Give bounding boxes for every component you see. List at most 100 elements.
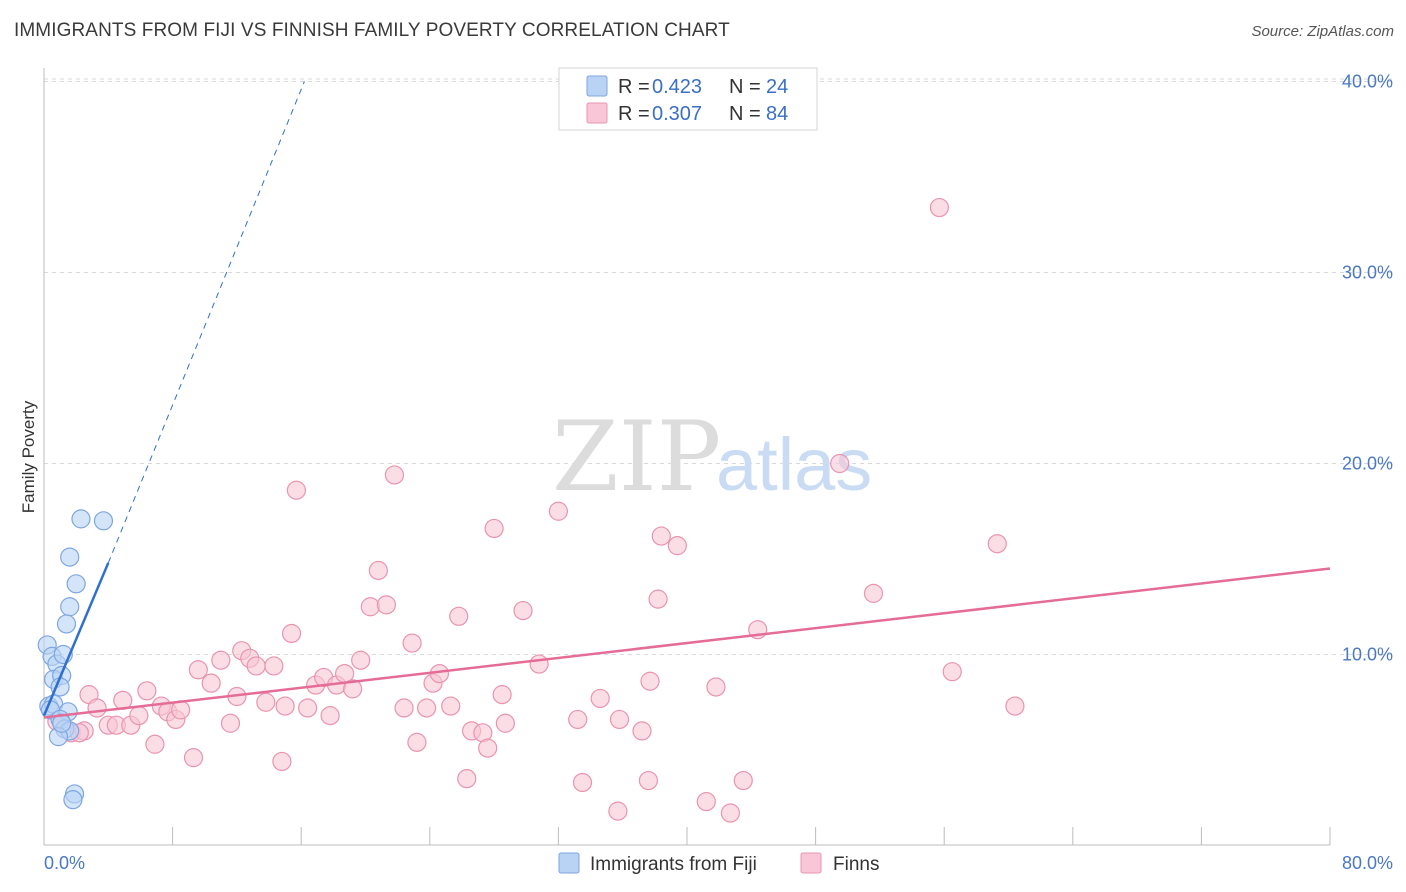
trend-line-fiji: [42, 562, 110, 717]
trend-line-finns: [43, 567, 1331, 719]
point-finns: [407, 732, 427, 752]
y-tick-labels: 10.0% 20.0% 30.0% 40.0%: [1342, 72, 1393, 665]
point-finns: [1005, 696, 1025, 716]
point-finns: [286, 480, 306, 500]
point-finns: [220, 713, 241, 733]
point-finns: [720, 803, 741, 823]
point-finns: [402, 633, 422, 653]
point-finns: [568, 709, 588, 730]
point-finns: [608, 801, 628, 821]
source-label: Source: ZipAtlas.com: [1251, 23, 1394, 40]
point-finns: [651, 526, 671, 546]
point-finns: [394, 698, 414, 718]
point-finns: [942, 662, 962, 682]
point-finns: [275, 696, 295, 716]
legend-n-label-fiji: N =: [729, 76, 761, 98]
point-finns: [384, 465, 405, 485]
legend-n-label-finns: N =: [729, 103, 761, 125]
point-fiji: [56, 614, 77, 634]
point-finns: [667, 536, 687, 556]
point-finns: [272, 751, 292, 772]
point-finns: [830, 453, 850, 474]
point-finns: [298, 698, 318, 718]
legend-r-value-fiji: 0.423: [652, 76, 702, 98]
point-finns: [343, 679, 363, 699]
point-finns: [264, 656, 284, 676]
point-finns: [457, 769, 477, 789]
point-fiji: [71, 509, 91, 529]
point-finns: [929, 197, 949, 218]
point-finns: [632, 721, 652, 741]
point-finns: [376, 595, 396, 615]
point-finns: [87, 698, 107, 718]
point-finns: [129, 706, 149, 726]
point-finns: [449, 606, 469, 626]
legend-r-label-finns: R =: [618, 103, 650, 125]
watermark-zip: ZIP: [552, 401, 721, 513]
point-finns: [201, 673, 221, 693]
point-finns: [320, 706, 340, 726]
point-finns: [281, 623, 302, 644]
y-tick-label: 20.0%: [1342, 454, 1393, 474]
point-fiji: [60, 547, 80, 567]
series-legend-label-fiji: Immigrants from Fiji: [590, 854, 757, 875]
point-finns: [137, 681, 157, 701]
y-axis-label: Family Poverty: [19, 400, 38, 513]
point-finns: [572, 772, 593, 793]
series-legend-swatch-finns: [800, 852, 822, 874]
legend: R = 0.423 N = 24 R = 0.307 N = 84: [558, 67, 818, 131]
point-finns: [478, 738, 498, 758]
point-finns: [351, 650, 371, 670]
point-finns: [987, 534, 1007, 554]
point-finns: [360, 597, 380, 617]
trend-lines: [42, 81, 1331, 719]
point-finns: [416, 698, 437, 718]
point-fiji: [60, 597, 80, 617]
point-finns: [590, 688, 610, 709]
point-finns: [484, 518, 504, 539]
legend-swatch-finns: [586, 102, 608, 124]
point-finns: [492, 685, 512, 705]
point-finns: [495, 713, 515, 733]
point-finns: [696, 791, 716, 812]
series-legend-label-finns: Finns: [833, 854, 879, 875]
y-tick-label: 10.0%: [1342, 645, 1393, 665]
point-finns: [863, 583, 884, 603]
point-finns: [256, 692, 276, 712]
legend-n-value-finns: 84: [766, 103, 788, 125]
trend-line-fiji-extension: [107, 81, 305, 564]
legend-r-label-fiji: R =: [618, 76, 650, 98]
series-legend-swatch-fiji: [558, 852, 580, 874]
watermark: ZIP atlas: [552, 401, 872, 513]
point-finns: [548, 501, 569, 521]
y-tick-label: 30.0%: [1342, 263, 1393, 283]
legend-r-value-finns: 0.307: [652, 103, 702, 125]
point-fiji: [93, 511, 114, 531]
point-finns: [368, 560, 388, 581]
x-tick-label-max: 80.0%: [1342, 853, 1393, 873]
point-finns: [529, 654, 549, 674]
point-finns: [706, 677, 726, 697]
point-finns: [638, 770, 659, 791]
point-finns: [733, 770, 753, 791]
point-finns: [441, 696, 461, 716]
data-points: [37, 197, 1025, 823]
point-finns: [609, 709, 630, 730]
legend-swatch-fiji: [586, 75, 608, 97]
point-finns: [640, 671, 660, 691]
point-finns: [648, 589, 668, 609]
point-finns: [183, 748, 204, 768]
legend-n-value-fiji: 24: [766, 76, 788, 98]
grid-lines: [44, 78, 1393, 655]
series-legend: Immigrants from Fiji Finns: [558, 852, 879, 875]
y-tick-label: 40.0%: [1342, 72, 1393, 92]
x-tick-label-min: 0.0%: [44, 853, 85, 873]
point-finns: [211, 650, 231, 670]
point-finns: [188, 660, 208, 680]
chart-title: IMMIGRANTS FROM FIJI VS FINNISH FAMILY P…: [14, 20, 730, 41]
point-finns: [246, 656, 266, 676]
point-fiji: [66, 574, 86, 594]
point-fiji: [63, 790, 83, 810]
point-finns: [513, 600, 533, 621]
